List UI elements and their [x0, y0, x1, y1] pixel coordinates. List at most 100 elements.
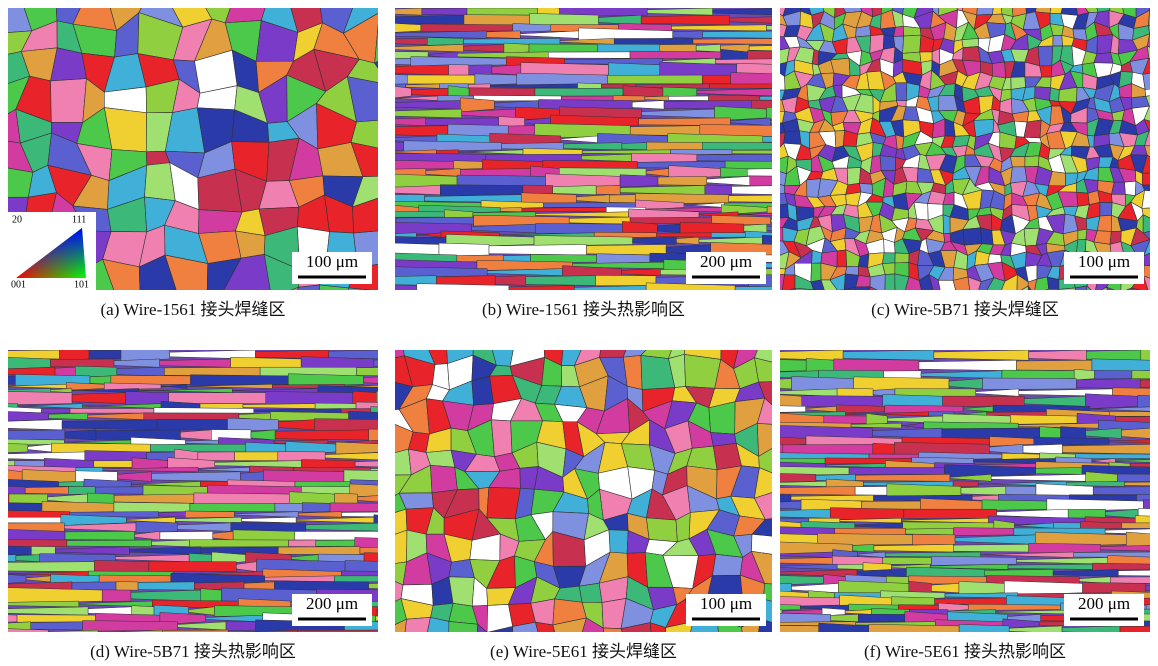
grain: [1093, 486, 1158, 495]
grain: [639, 118, 731, 126]
grain: [16, 555, 40, 562]
caption: (d) Wire-5B71 接头热影响区: [90, 642, 296, 661]
grain: [460, 98, 494, 112]
grain: [630, 51, 721, 59]
grain: [1109, 411, 1158, 416]
grain: [1038, 46, 1053, 66]
grain: [426, 450, 455, 467]
grain: [384, 212, 444, 218]
grain: [780, 625, 819, 634]
grain: [152, 540, 190, 547]
grain: [1040, 66, 1052, 77]
grain: [668, 96, 708, 101]
grain: [869, 454, 919, 459]
micrograph: 100 μm: [376, 332, 809, 655]
grain: [83, 621, 178, 632]
grain: [847, 168, 860, 185]
grain: [65, 430, 96, 440]
grain: [266, 392, 353, 405]
grain: [641, 15, 729, 25]
grain: [843, 350, 934, 360]
grain: [1132, 371, 1158, 379]
scale-bar-label: 100 μm: [700, 594, 752, 613]
grain: [795, 288, 814, 304]
grain: [536, 223, 623, 233]
grain: [1124, 181, 1135, 195]
grain: [834, 359, 919, 372]
grain: [102, 590, 131, 602]
grain: [1112, 182, 1126, 194]
grain: [1, 443, 28, 452]
grain: [117, 367, 165, 376]
grain: [944, 233, 951, 242]
grain: [1092, 359, 1153, 372]
grain: [1118, 569, 1158, 576]
grain: [407, 75, 475, 84]
grain: [1010, 157, 1025, 167]
grain: [770, 274, 785, 294]
grain: [150, 444, 245, 452]
grain: [138, 582, 194, 590]
scale-bar-label: 100 μm: [1078, 252, 1130, 271]
grain: [773, 227, 783, 241]
grain: [1059, 87, 1077, 102]
legend-label: 20: [12, 214, 22, 225]
grain: [411, 88, 448, 96]
grain: [384, 449, 411, 475]
grain: [70, 408, 154, 413]
grain: [747, 169, 778, 177]
legend-label: 001: [11, 279, 26, 290]
grain: [849, 467, 944, 474]
caption: (b) Wire-1561 接头热影响区: [482, 300, 685, 319]
grain: [529, 44, 597, 52]
grain: [114, 494, 194, 503]
grain: [509, 285, 574, 294]
grain: [825, 291, 838, 301]
grain: [422, 8, 467, 15]
grain: [0, 430, 65, 440]
grain: [1061, 0, 1078, 15]
grain: [194, 493, 289, 505]
grain: [721, 168, 748, 177]
grain: [835, 290, 844, 301]
figure-canvas: 100 μm20111001101(a) Wire-1561 接头焊缝区200 …: [0, 0, 1158, 666]
figure: 100 μm20111001101(a) Wire-1561 接头焊缝区200 …: [0, 0, 1158, 666]
grain: [286, 285, 325, 324]
grain: [417, 284, 509, 297]
grain: [275, 430, 368, 440]
grain: [783, 444, 873, 454]
grain: [776, 605, 800, 611]
grain: [607, 75, 702, 84]
grain: [526, 276, 596, 286]
grain: [773, 268, 786, 275]
grain: [982, 378, 1076, 390]
grain: [609, 530, 628, 554]
grain: [579, 583, 602, 602]
grain: [645, 96, 669, 101]
grain: [959, 624, 1009, 635]
grain: [0, 614, 17, 623]
grain: [382, 530, 407, 565]
grain: [1034, 437, 1109, 445]
grain: [427, 37, 463, 45]
grain: [894, 26, 904, 36]
grain: [1110, 577, 1158, 584]
grain: [368, 65, 449, 75]
grain: [657, 224, 680, 233]
grain: [469, 65, 492, 75]
grain: [807, 290, 826, 302]
grain: [1094, 53, 1113, 64]
grain: [0, 511, 2, 519]
grain: [659, 44, 696, 51]
grain: [89, 350, 121, 359]
grain: [702, 142, 773, 150]
grain: [453, 161, 482, 170]
grain: [0, 494, 9, 503]
scale-bar-label: 200 μm: [1078, 594, 1130, 613]
grain: [906, 528, 954, 535]
grain: [95, 487, 143, 494]
grain: [504, 43, 529, 53]
grain: [658, 176, 707, 185]
grain: [856, 275, 870, 287]
grain: [913, 534, 955, 544]
